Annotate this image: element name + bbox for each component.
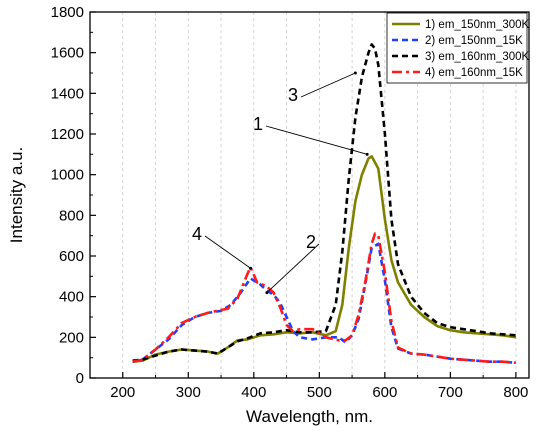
annotation-label: 3 — [288, 85, 298, 105]
legend-label: 2) em_150nm_15K — [425, 35, 523, 47]
axis-ticks: 200 300 400 500 600 700 8000200400600800100012… — [51, 4, 529, 401]
legend-label: 3) em_160nm_300K — [425, 51, 530, 63]
x-tick-label: 300 — [176, 384, 201, 401]
annotation-label: 1 — [253, 114, 263, 134]
y-tick-label: 600 — [59, 248, 84, 265]
annotation-label: 2 — [306, 232, 316, 252]
series-lines — [132, 43, 517, 365]
legend: 1) em_150nm_300K 2) em_150nm_15K 3) em_160… — [386, 12, 530, 84]
series-line-3 — [132, 43, 516, 362]
x-tick-label: 400 — [241, 384, 266, 401]
y-tick-label: 200 — [59, 329, 84, 346]
x-tick-label: 800 — [503, 384, 528, 401]
annotation-leader — [204, 235, 251, 269]
x-axis-title: Wavelength, nm. — [246, 407, 373, 426]
annotation-label: 4 — [192, 224, 202, 244]
y-tick-label: 0 — [76, 370, 84, 387]
y-tick-label: 400 — [59, 289, 84, 306]
series-line-2 — [132, 242, 517, 365]
y-tick-label: 1200 — [51, 126, 84, 143]
curve-annotations: 1 2 3 4 — [192, 71, 369, 295]
series-line-1 — [132, 155, 517, 363]
annotation-leader — [265, 125, 368, 155]
annotation-point — [365, 152, 369, 156]
y-tick-label: 1000 — [51, 167, 84, 184]
legend-label: 1) em_150nm_300K — [425, 19, 530, 31]
y-tick-label: 1400 — [51, 85, 84, 102]
x-tick-label: 500 — [307, 384, 332, 401]
legend-label: 4) em_160nm_15K — [425, 67, 523, 79]
series-line-4 — [132, 232, 517, 365]
annotation-point — [353, 71, 357, 75]
annotation-point — [265, 291, 269, 295]
y-tick-label: 800 — [59, 207, 84, 224]
x-tick-label: 600 — [372, 384, 397, 401]
y-axis-title: Intensity a.u. — [7, 147, 26, 243]
annotation-point — [249, 266, 253, 270]
y-tick-label: 1600 — [51, 45, 84, 62]
x-tick-label: 700 — [438, 384, 463, 401]
annotation-leader — [300, 72, 356, 98]
y-tick-label: 1800 — [51, 4, 84, 21]
annotation-leader — [266, 243, 320, 293]
x-tick-label: 200 — [110, 384, 135, 401]
